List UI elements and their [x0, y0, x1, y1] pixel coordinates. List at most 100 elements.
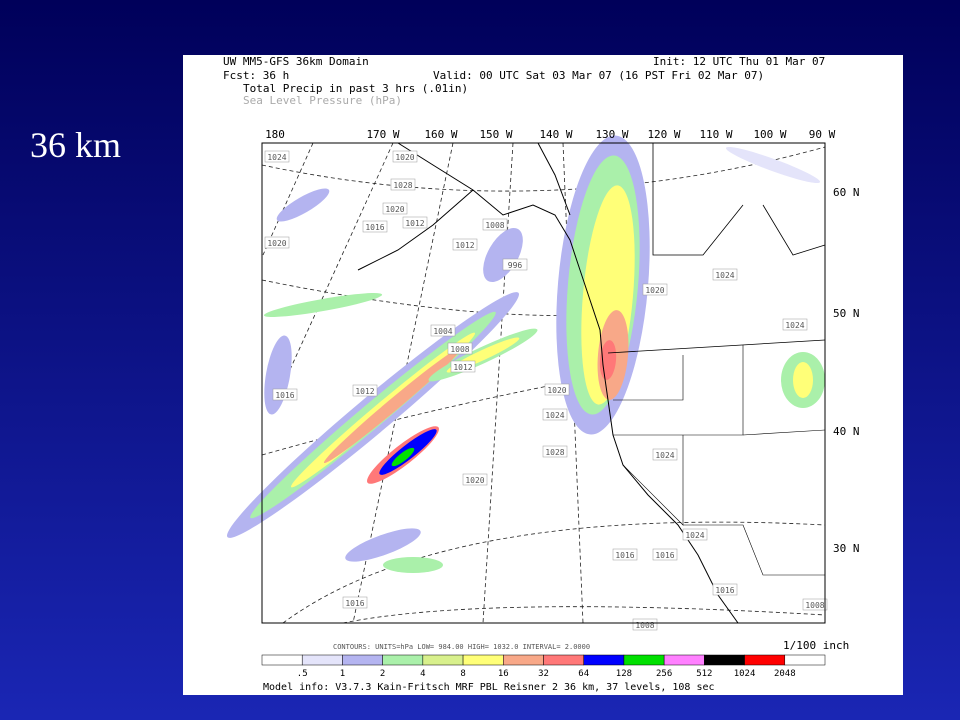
- longitude-label: 150 W: [479, 128, 512, 141]
- contour-label-box: [390, 178, 416, 191]
- contour-label: 1024: [785, 321, 804, 330]
- precip-area: [345, 528, 421, 562]
- contour-label: 1016: [715, 586, 734, 595]
- graticule: [261, 146, 826, 192]
- header-valid: Valid: 00 UTC Sat 03 Mar 07 (16 PST Fri …: [433, 69, 764, 82]
- contour-label-box: [462, 473, 488, 486]
- colorbar-box: [744, 654, 786, 666]
- contour-label-box: [682, 528, 708, 541]
- colorbar-box: [623, 654, 665, 666]
- latitude-label: 40 N: [833, 425, 860, 438]
- contour-label: 996: [508, 261, 523, 270]
- latitude-label: 60 N: [833, 186, 860, 199]
- longitude-label: 110 W: [699, 128, 732, 141]
- colorbar-label: 16: [498, 669, 509, 679]
- precip-area: [383, 557, 443, 573]
- coastline: [607, 339, 826, 354]
- coastline: [742, 429, 826, 436]
- contour-label-box: [264, 150, 290, 163]
- colorbar-label: 64: [578, 669, 589, 679]
- contour-label: 1020: [465, 476, 484, 485]
- contour-label-box: [502, 258, 528, 271]
- longitude-label: 160 W: [424, 128, 457, 141]
- model-info: Model info: V3.7.3 Kain-Fritsch MRF PBL …: [263, 682, 715, 693]
- colorbar-label: 8: [460, 669, 465, 679]
- slide-title: 36 km: [30, 125, 122, 165]
- precip-area: [391, 447, 415, 467]
- contour-label: 1020: [385, 205, 404, 214]
- coastline: [652, 143, 744, 256]
- colorbar-label: 1024: [734, 669, 756, 679]
- colorbar-label: 4: [420, 669, 425, 679]
- contour-label: 1020: [267, 239, 286, 248]
- colorbar-label: 256: [656, 669, 672, 679]
- colorbar-box: [382, 654, 424, 666]
- units-label: 1/100 inch: [783, 639, 849, 652]
- contour-label-box: [632, 618, 658, 631]
- colorbar-box: [301, 654, 343, 666]
- colorbar-box: [342, 654, 383, 666]
- contour-label-box: [652, 548, 678, 561]
- precip-area: [793, 362, 813, 398]
- contour-label-box: [652, 448, 678, 461]
- contour-label: 1016: [345, 599, 364, 608]
- precip-area: [323, 346, 463, 464]
- contour-label-box: [542, 408, 568, 421]
- contour-label: 1016: [365, 223, 384, 232]
- contour-label-box: [612, 548, 638, 561]
- contour-label: 1016: [275, 391, 294, 400]
- contour-label: 1020: [645, 286, 664, 295]
- contour-label-box: [452, 238, 478, 251]
- coastline: [357, 189, 474, 271]
- map-frame: [261, 142, 826, 624]
- colorbar-box: [704, 654, 745, 666]
- coastline: [683, 524, 825, 576]
- longitude-label: 120 W: [647, 128, 680, 141]
- longitude-label: 90 W: [809, 128, 836, 141]
- colorbar-box: [583, 654, 625, 666]
- header-init: Init: 12 UTC Thu 01 Mar 07: [653, 55, 825, 68]
- contour-label: 1024: [545, 411, 564, 420]
- contour-label-box: [264, 236, 290, 249]
- contour-label: 1012: [455, 241, 474, 250]
- colorbar-label: 1: [340, 669, 345, 679]
- colorbar-label: 512: [696, 669, 712, 679]
- map-panel: UW MM5-GFS 36km Domain Init: 12 UTC Thu …: [183, 55, 903, 695]
- colorbar-box: [543, 654, 584, 666]
- latitude-label: 30 N: [833, 542, 860, 555]
- precip-area: [276, 188, 330, 222]
- contour-label: 1008: [635, 621, 654, 630]
- latitude-label: 50 N: [833, 307, 860, 320]
- colorbar-label: .5: [297, 669, 308, 679]
- precip-area: [725, 146, 821, 184]
- contour-label-box: [382, 202, 408, 215]
- contour-label-box: [342, 596, 368, 609]
- contour-label: 1004: [433, 327, 452, 336]
- contour-label: 1024: [655, 451, 674, 460]
- contour-label: 1008: [805, 601, 824, 610]
- header-domain: UW MM5-GFS 36km Domain: [223, 55, 369, 68]
- contour-info: CONTOURS: UNITS=hPa LOW= 984.00 HIGH= 10…: [333, 643, 590, 651]
- coastline: [537, 142, 571, 216]
- contour-label-box: [712, 268, 738, 281]
- coastline: [762, 204, 826, 256]
- contour-label-box: [542, 445, 568, 458]
- contour-label: 1024: [685, 531, 704, 540]
- coastline: [613, 355, 684, 401]
- contour-label: 1020: [395, 153, 414, 162]
- colorbar-box: [261, 654, 303, 666]
- contour-label-box: [402, 216, 428, 229]
- header-field: Sea Level Pressure (hPa): [243, 94, 402, 107]
- coastline: [397, 142, 739, 624]
- contour-label: 1016: [615, 551, 634, 560]
- contour-label-box: [352, 384, 378, 397]
- contour-label-box: [782, 318, 808, 331]
- header-fcst: Fcst: 36 h: [223, 69, 289, 82]
- longitude-label: 130 W: [595, 128, 628, 141]
- colorbar-box: [663, 654, 705, 666]
- precip-area: [263, 293, 383, 317]
- graticule: [482, 142, 514, 624]
- header-field: Total Precip in past 3 hrs (.01in): [243, 82, 468, 95]
